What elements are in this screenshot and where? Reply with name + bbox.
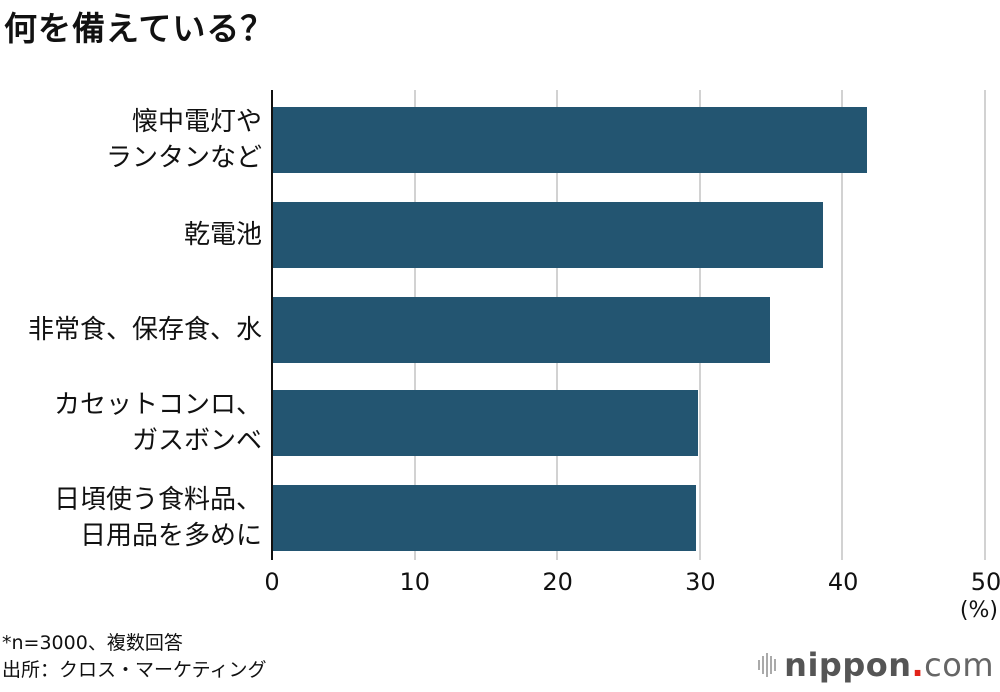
sound-bars-icon [758, 652, 777, 678]
footnotes: *n=3000、複数回答 出所：クロス・マーケティング [2, 630, 266, 684]
nippon-logo: nippon.com [758, 646, 994, 684]
category-label: 乾電池 [183, 220, 262, 250]
x-axis-unit: (%) [959, 598, 998, 623]
x-tick-label: 10 [399, 568, 431, 596]
x-tick-label: 20 [542, 568, 573, 596]
bar-4 [272, 485, 697, 551]
x-tick-label: 40 [827, 568, 859, 596]
category-label: 日頃使う食料品、 日用品を多めに [53, 485, 262, 551]
category-label: カセットコンロ、 ガスボンベ [53, 390, 262, 456]
category-label: 懐中電灯や ランタンなど [105, 107, 262, 173]
x-tick-label: 50 [970, 568, 1000, 596]
chart-title: 何を備えている？ [4, 9, 275, 48]
bar-0 [272, 107, 868, 173]
bar-2 [272, 297, 771, 363]
plot-area [271, 90, 986, 560]
bar-3 [272, 390, 698, 456]
category-label: 非常食、保存食、水 [27, 315, 262, 345]
y-axis-line [271, 90, 273, 560]
x-tick-label: 0 [264, 568, 280, 596]
gridline-40 [841, 90, 843, 560]
source-note: 出所：クロス・マーケティング [2, 659, 267, 681]
gridline-50 [984, 90, 986, 560]
sample-note: *n=3000、複数回答 [2, 632, 183, 654]
bar-1 [272, 202, 824, 268]
x-tick-label: 30 [685, 568, 716, 596]
